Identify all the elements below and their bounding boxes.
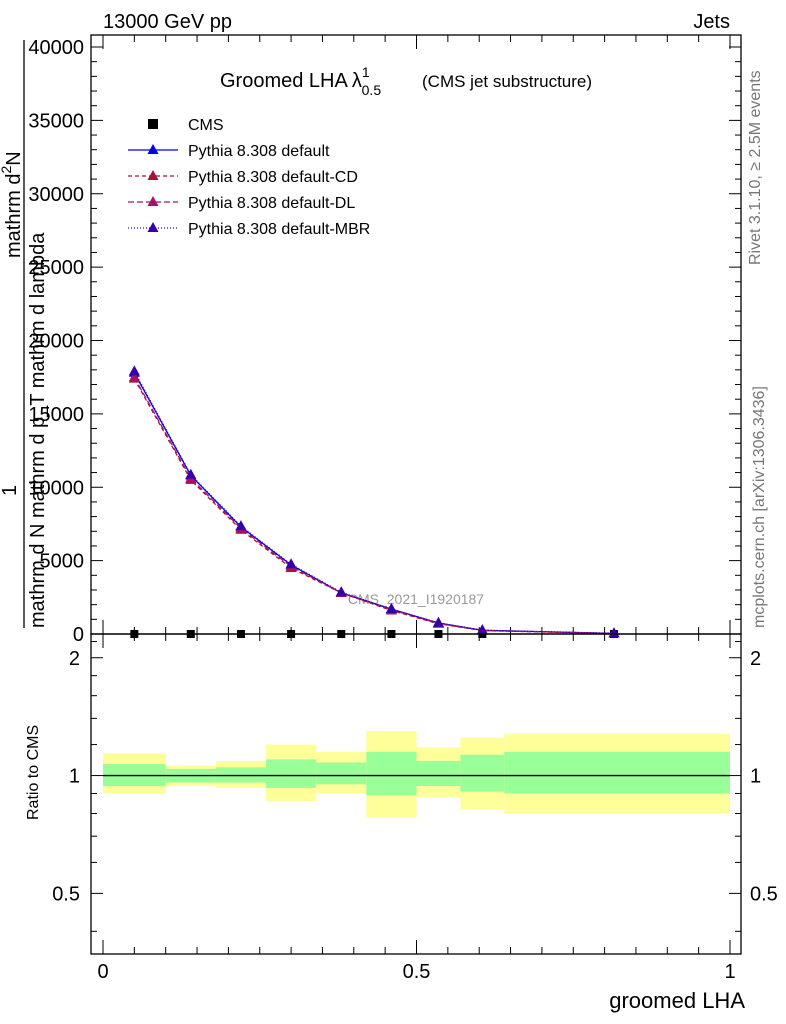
series-marker-4 xyxy=(385,603,397,614)
legend-label: Pythia 8.308 default-CD xyxy=(188,169,358,186)
series-marker-3 xyxy=(128,371,140,382)
ratio-y-tick-label: 0.5 xyxy=(52,883,80,905)
series-marker-4 xyxy=(285,558,297,569)
header-right: Jets xyxy=(693,11,730,33)
main-panel: 0 5000 10000 15000 20000 25000 30000 35000 40000… xyxy=(28,34,742,646)
main-y-tick-label: 5000 xyxy=(40,551,85,573)
main-y-ticks: 0 5000 10000 15000 20000 25000 30000 35000 40000 xyxy=(28,37,741,646)
x-tick-label: 0.5 xyxy=(403,961,431,983)
ratio-inner-band xyxy=(215,767,267,783)
series-marker-4 xyxy=(476,624,488,635)
ratio-panel: 0.5 0.51 12 2 0 0.5 1 Ratio to CMS groomed LH… xyxy=(25,633,778,1013)
y-label-numerator: mathrm d2N xyxy=(0,151,25,258)
ratio-y-tick-label: 1 xyxy=(69,766,80,788)
legend: CMS Pythia 8.308 default Pythia 8.308 defa… xyxy=(128,117,370,238)
x-axis-label: groomed LHA xyxy=(609,988,745,1013)
main-y-tick-label: 0 xyxy=(73,624,84,646)
ratio-inner-band xyxy=(366,751,417,796)
main-y-label: 1 mathrm d2N mathrm d N mathrm d p_T mat… xyxy=(0,40,49,628)
ratio-x-ticks: 0 0.5 1 xyxy=(97,634,736,983)
ratio-y-tick-label: 1 xyxy=(750,766,761,788)
series-marker-4 xyxy=(335,586,347,597)
legend-marker xyxy=(147,144,159,154)
main-y-tick-label: 35000 xyxy=(28,110,84,132)
series-marker-4 xyxy=(432,616,444,627)
series-line-4 xyxy=(133,370,615,634)
title-symbol: λ xyxy=(352,70,362,92)
ratio-inner-band xyxy=(416,760,461,787)
main-y-tick-label: 15000 xyxy=(28,404,84,426)
side-text-top: Rivet 3.1.10, ≥ 2.5M events xyxy=(747,70,764,265)
main-y-tick-label: 20000 xyxy=(28,331,84,353)
x-tick-label: 1 xyxy=(724,961,735,983)
series-marker-4 xyxy=(608,627,620,638)
ratio-y-tick-label: 2 xyxy=(69,648,80,670)
ratio-inner-band xyxy=(504,751,730,794)
ratio-y-ticks: 0.5 0.5 1 1 2 2 xyxy=(52,641,778,932)
y-label-denominator: mathrm d N mathrm d p_T mathrm d lambda xyxy=(27,232,49,628)
main-y-tick-label: 10000 xyxy=(28,477,84,499)
watermark: CMS_2021_I1920187 xyxy=(348,591,484,607)
legend-marker xyxy=(147,196,159,206)
title-main: Groomed LHA xyxy=(220,70,348,92)
y-label-one: 1 xyxy=(0,485,21,496)
side-text-bottom: mcplots.cern.ch [arXiv:1306.3436] xyxy=(751,386,768,628)
chart-title: Groomed LHA λ1 0.5 (CMS jet substructure) xyxy=(220,64,592,98)
x-tick-label: 0 xyxy=(97,961,108,983)
ratio-inner-band xyxy=(316,762,367,785)
title-note: (CMS jet substructure) xyxy=(422,72,592,91)
title-subscript: 0.5 xyxy=(362,82,382,98)
legend-marker xyxy=(147,170,159,180)
legend-label: Pythia 8.308 default xyxy=(188,143,330,160)
ratio-y-tick-label: 2 xyxy=(750,648,761,670)
main-y-tick-label: 25000 xyxy=(28,257,84,279)
main-y-tick-label: 40000 xyxy=(28,37,84,59)
title-superscript: 1 xyxy=(362,64,370,80)
ratio-y-label: Ratio to CMS xyxy=(25,725,42,820)
ratio-inner-band xyxy=(460,754,505,792)
series-marker-4 xyxy=(185,468,197,479)
main-y-tick-label: 30000 xyxy=(28,184,84,206)
main-x-ticks xyxy=(102,35,731,634)
ratio-bands xyxy=(103,730,730,818)
legend-label: Pythia 8.308 default-DL xyxy=(188,195,355,212)
series-marker-4 xyxy=(235,520,247,531)
legend-label: Pythia 8.308 default-MBR xyxy=(188,221,370,238)
ratio-y-tick-label: 0.5 xyxy=(750,883,778,905)
legend-label: CMS xyxy=(188,117,224,134)
ratio-inner-band xyxy=(266,759,317,788)
legend-marker xyxy=(147,222,159,232)
header-left: 13000 GeV pp xyxy=(103,11,232,33)
series-marker-4 xyxy=(128,365,140,376)
legend-marker xyxy=(148,119,158,129)
